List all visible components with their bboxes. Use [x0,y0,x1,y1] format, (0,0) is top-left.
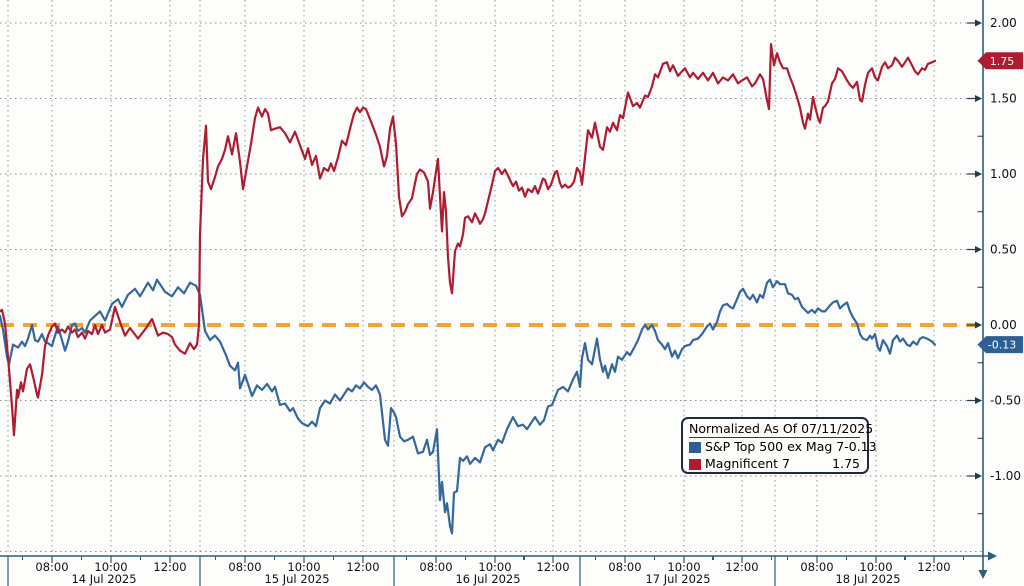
y-tick-arrow [975,19,982,27]
x-tick-label: 12:00 [725,560,758,574]
y-tick-label: -0.50 [990,394,1021,408]
y-tick-label: -1.00 [990,469,1021,483]
x-date-label: 16 Jul 2025 [455,572,520,586]
x-date-label: 14 Jul 2025 [71,572,136,586]
x-tick-label: 08:00 [608,560,641,574]
legend-row-sp500: S&P Top 500 ex Mag 7 -0.13 [689,439,877,455]
y-tick-arrow [975,246,982,253]
x-tick-label: 10:00 [667,560,700,574]
x-tick-label: 12:00 [536,560,569,574]
x-date-label: 18 Jul 2025 [835,572,900,586]
last-value-badge-text: -0.13 [988,339,1016,352]
legend-title: Normalized As Of 07/11/2025 [689,421,874,438]
x-tick-label: 10:00 [94,560,127,574]
last-value-badge-magnificent7 [977,52,1023,70]
x-date-label: 17 Jul 2025 [645,572,710,586]
y-tick-label: 2.00 [990,16,1017,30]
last-value-badge-sp500-ex-mag7 [977,336,1023,354]
legend-label-sp500-ex-mag7: S&P Top 500 ex Mag 7 [705,439,845,454]
x-tick-label: 08:00 [35,560,68,574]
x-tick-label: 08:00 [228,560,261,574]
y-tick-arrow [975,472,982,480]
y-tick-label: 1.00 [990,167,1017,181]
x-tick-label: 10:00 [859,560,892,574]
legend-value-magnificent7: 1.75 [832,456,860,471]
x-tick-label: 10:00 [287,560,320,574]
legend-label-magnificent7: Magnificent 7 [705,456,790,471]
y-tick-label: 0.00 [990,318,1017,332]
x-tick-label: 08:00 [800,560,833,574]
x-date-label: 15 Jul 2025 [264,572,329,586]
x-tick-label: 12:00 [917,560,950,574]
x-tick-label: 10:00 [478,560,511,574]
series-line-magnificent7 [0,42,937,437]
legend-swatch-magnificent7 [689,458,701,470]
legend-row-magnificent7: Magnificent 7 1.75 [689,456,860,472]
legend-box: Normalized As Of 07/11/2025 S&P Top 500 … [681,417,877,474]
series-line-sp500-ex-mag7 [0,278,937,535]
y-tick-arrow [975,95,982,102]
y-tick-arrow [975,397,982,404]
legend-value-sp500-ex-mag7: -0.13 [844,439,877,454]
y-tick-arrow [975,170,982,178]
x-tick-label: 08:00 [419,560,452,574]
y-tick-label: 0.50 [990,243,1017,257]
last-value-badge-text: 1.75 [990,55,1015,68]
x-axis-arrow [988,551,997,561]
x-tick-label: 12:00 [346,560,379,574]
y-tick-arrow [975,321,982,329]
y-axis-arrow [978,570,988,579]
legend-swatch-sp500-ex-mag7 [689,441,701,453]
x-tick-label: 12:00 [153,560,186,574]
y-tick-label: 1.50 [990,92,1017,106]
